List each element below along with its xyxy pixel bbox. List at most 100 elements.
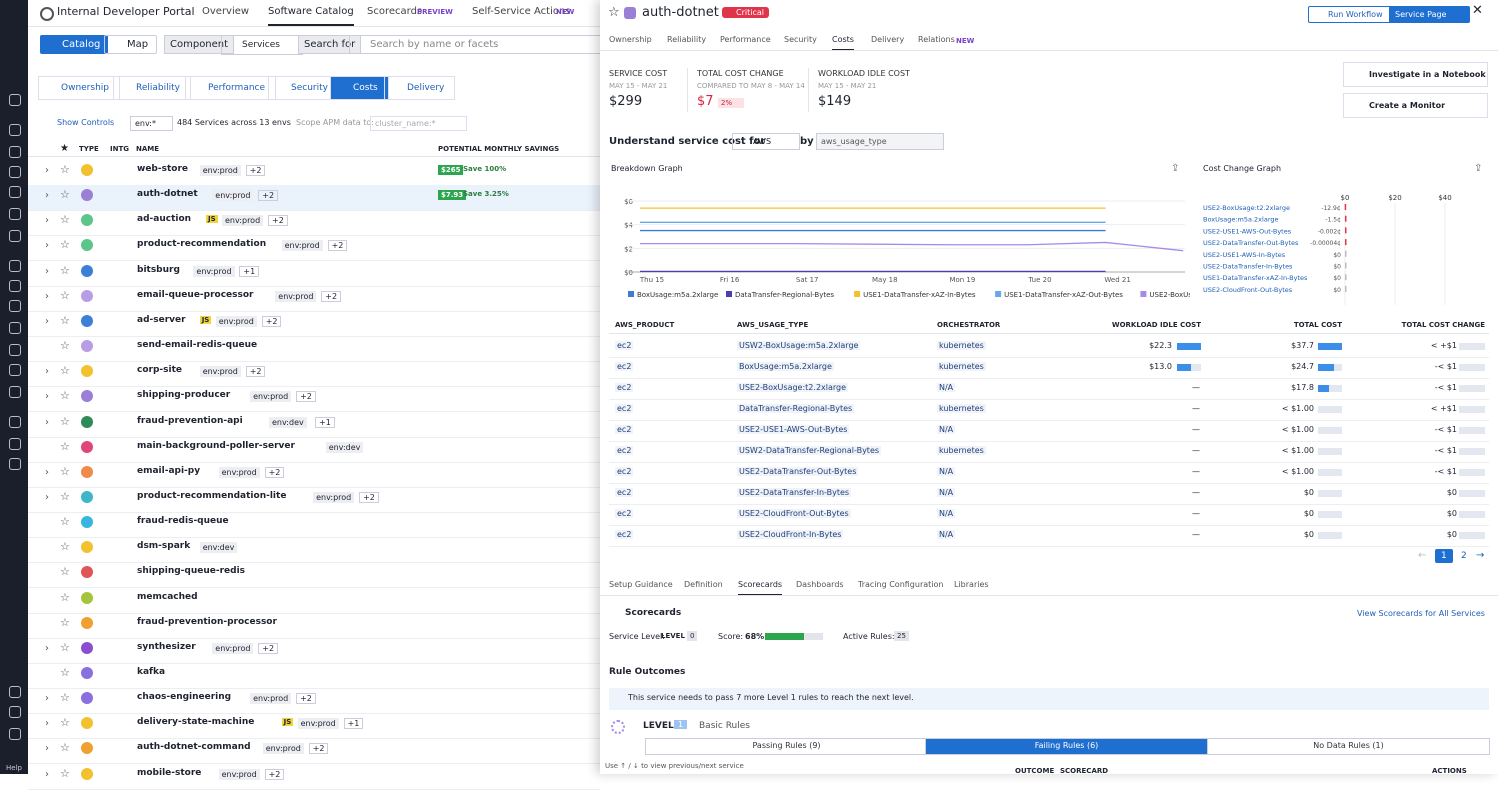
rule-filter[interactable]: Passing Rules (9): [645, 738, 928, 755]
export[interactable]: ⇪: [1474, 163, 1483, 174]
env-more: +2: [258, 642, 279, 654]
service-row[interactable]: › ☆ product-recommendation-lite env:prod +2: [28, 487, 600, 513]
run-workflow[interactable]: Run Workflow: [1308, 6, 1392, 23]
service-row[interactable]: ☆ shipping-queue-redis: [28, 562, 600, 589]
lens-tab[interactable]: Reliability: [113, 76, 191, 100]
idle-cost-cell: —: [1192, 488, 1200, 497]
page-button[interactable]: 2: [1461, 551, 1467, 561]
panel-tab[interactable]: Security: [784, 35, 817, 44]
column-header: POTENTIAL MONTHLY SAVINGS: [438, 145, 560, 153]
favorite-star: ☆: [60, 414, 70, 428]
service-page[interactable]: Service Page: [1389, 6, 1471, 23]
service-row[interactable]: ☆ main-background-poller-server env:dev: [28, 437, 600, 463]
lower-tab[interactable]: Libraries: [954, 580, 989, 589]
metric-divider: [687, 68, 688, 112]
nav-tab[interactable]: Software Catalog: [268, 6, 354, 26]
panel-tab[interactable]: Ownership: [609, 35, 652, 44]
service-row[interactable]: › ☆ bitsburg env:prod +1: [28, 261, 600, 287]
service-row[interactable]: ☆ kafka: [28, 663, 600, 689]
map-button[interactable]: Map: [104, 35, 158, 54]
service-row[interactable]: ☆ fraud-redis-queue: [28, 512, 600, 539]
panel-tab[interactable]: Delivery: [871, 35, 905, 44]
service-row[interactable]: › ☆ shipping-producer env:prod +2: [28, 386, 600, 413]
catalog-button[interactable]: Catalog: [40, 35, 109, 54]
rule-filter[interactable]: No Data Rules (1): [1207, 738, 1490, 755]
service-row[interactable]: › ☆ web-store env:prod +2 $265 Save 100%: [28, 160, 600, 186]
metric-change: 2%: [718, 98, 745, 108]
service-row[interactable]: ☆ send-email-redis-queue: [28, 336, 600, 363]
lower-tab[interactable]: Definition: [684, 580, 723, 589]
env-select[interactable]: env:*: [130, 116, 173, 131]
total-cost-cell: $0: [1303, 488, 1314, 497]
panel-tab[interactable]: Costs: [832, 35, 854, 51]
lens-tab[interactable]: Performance: [185, 76, 277, 100]
prev-page[interactable]: ←: [1418, 550, 1427, 561]
panel-title: auth-dotnet: [642, 5, 719, 20]
service-row[interactable]: › ☆ auth-dotnet-command env:prod +2: [28, 738, 600, 765]
total-cost-cell: < $1.00: [1281, 446, 1314, 455]
show-controls[interactable]: Show Controls: [57, 118, 115, 127]
service-row[interactable]: › ☆ email-api-py env:prod +2: [28, 462, 600, 488]
category-label: USE2-USE1-AWS-In-Bytes: [1203, 251, 1286, 259]
service-row[interactable]: › ☆ synthesizer env:prod +2: [28, 638, 600, 664]
rule-filter[interactable]: Failing Rules (6): [925, 738, 1208, 755]
nav-badge: NEW: [556, 8, 575, 16]
help-label: Help: [6, 764, 22, 772]
tag-select[interactable]: aws_usage_type: [816, 133, 944, 150]
service-row[interactable]: › ☆ fraud-prevention-api env:dev +1: [28, 412, 600, 438]
total-bar-track: [1318, 448, 1342, 455]
service-row[interactable]: › ☆ chaos-engineering env:prod +2: [28, 688, 600, 715]
lens-tab[interactable]: Security: [268, 76, 339, 100]
legend-swatch: [628, 291, 634, 297]
panel-tab[interactable]: Relations: [918, 35, 955, 44]
lens-tab[interactable]: Delivery: [384, 76, 456, 100]
service-row[interactable]: › ☆ ad-auction JS env:prod +2: [28, 210, 600, 237]
sidebar: Help: [0, 0, 28, 774]
lower-tab[interactable]: Tracing Configuration: [858, 580, 944, 589]
favorite-star: ☆: [60, 313, 70, 327]
total-bar-track: [1318, 385, 1342, 392]
legend-swatch: [854, 291, 861, 297]
category-label: USE2-USE1-AWS-Out-Bytes: [1203, 227, 1292, 235]
expand-chevron: ›: [45, 265, 49, 277]
metric-value: $299: [609, 94, 643, 109]
env-tag: env:dev: [199, 542, 238, 554]
panel-tab[interactable]: Reliability: [667, 35, 707, 44]
search-input[interactable]: Search by name or facets: [349, 35, 602, 54]
service-row[interactable]: › ☆ product-recommendation env:prod +2: [28, 235, 600, 262]
service-row[interactable]: › ☆ ad-server JS env:prod +2: [28, 311, 600, 337]
score-text: 68%: [745, 632, 765, 641]
lens-tab[interactable]: Ownership: [38, 76, 120, 100]
panel-tab[interactable]: Performance: [720, 35, 771, 44]
action-button[interactable]: Create a Monitor: [1343, 93, 1488, 118]
total-bar: [1318, 385, 1330, 392]
value-label: $0: [1333, 264, 1341, 271]
nav-tab[interactable]: Overview: [202, 6, 250, 17]
nav-tab[interactable]: Self-Service Actions: [472, 6, 571, 17]
service-row[interactable]: › ☆ corp-site env:prod +2: [28, 361, 600, 388]
page-button[interactable]: 1: [1435, 549, 1453, 563]
scorecards-link[interactable]: View Scorecards for All Services: [1357, 609, 1485, 618]
service-row[interactable]: ☆ dsm-spark env:dev: [28, 537, 600, 564]
close[interactable]: ✕: [1472, 3, 1483, 18]
service-row[interactable]: › ☆ auth-dotnet env:prod +2 $7.93 Save 3.25%: [28, 185, 600, 212]
service-row[interactable]: ☆ fraud-prevention-processor: [28, 613, 600, 639]
service-row[interactable]: › ☆ email-queue-processor env:prod +2: [28, 286, 600, 312]
usage-cell: USW2-DataTransfer-Regional-Bytes: [737, 446, 882, 455]
service-row[interactable]: ☆ memcached: [28, 588, 600, 614]
lower-tab[interactable]: Setup Guidance: [609, 580, 673, 589]
lens-tab[interactable]: Costs: [330, 76, 389, 100]
legend-swatch: [726, 291, 732, 297]
component-select[interactable]: Services: [221, 35, 303, 55]
export[interactable]: ⇪: [1171, 163, 1180, 174]
provider-select[interactable]: AWS: [732, 133, 801, 150]
lower-tab[interactable]: Scorecards: [738, 580, 783, 596]
nav-tab[interactable]: Scorecards: [367, 6, 423, 17]
service-row[interactable]: › ☆ mobile-store env:prod +2: [28, 764, 600, 790]
action-button[interactable]: Investigate in a Notebook: [1343, 62, 1488, 87]
next-page[interactable]: →: [1476, 550, 1485, 561]
lower-tab[interactable]: Dashboards: [796, 580, 844, 589]
product-cell: ec2: [615, 488, 634, 497]
service-row[interactable]: › ☆ delivery-state-machine JS env:prod +1: [28, 713, 600, 740]
tab-badge: NEW: [956, 37, 975, 45]
